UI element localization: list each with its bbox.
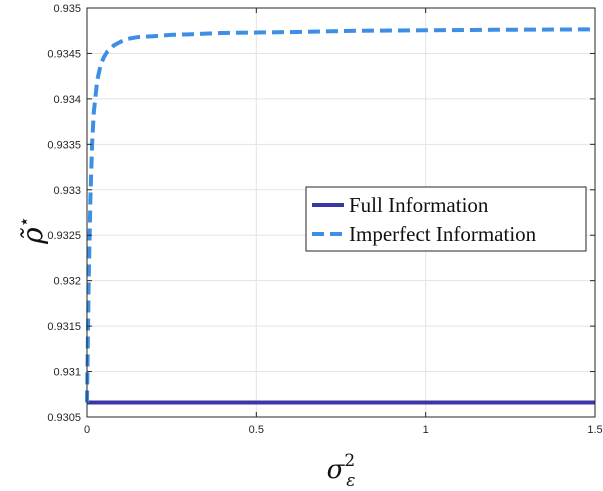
axis-ticks: 0 0.5 1 1.5 0.9305 0.931 0.9315 0.932 0.9325 0.93… <box>47 3 602 436</box>
x-axis-label-sub: ε <box>346 471 355 491</box>
y-tick-label: 0.9315 <box>47 321 81 333</box>
y-tick-label: 0.934 <box>53 94 81 106</box>
series-lines <box>85 27 596 405</box>
y-tick-label: 0.9335 <box>47 139 81 151</box>
y-tick-label: 0.9325 <box>47 230 81 242</box>
y-tick-label: 0.932 <box>53 276 81 288</box>
x-tick-label: 1.5 <box>587 424 602 436</box>
y-tick-label: 0.9345 <box>47 48 81 60</box>
legend-label-imperfect-information: Imperfect Information <box>349 222 537 246</box>
x-axis-label-main: σ <box>327 455 346 485</box>
x-tick-label: 1 <box>423 424 429 436</box>
y-axis-label-main: ρ̃ <box>16 227 49 245</box>
legend-box <box>305 186 587 252</box>
x-tick-label: 0 <box>84 424 90 436</box>
y-axis-label-sup: ⋆ <box>14 216 35 227</box>
y-tick-label: 0.931 <box>53 367 81 379</box>
x-axis-label-sup: 2 <box>344 451 355 471</box>
y-tick-label: 0.9305 <box>47 412 81 424</box>
plot-frame <box>86 7 596 418</box>
legend: Full Information Imperfect Information <box>305 186 587 252</box>
x-axis-label: σ2 ε <box>327 451 356 491</box>
series-line-imperfect-information <box>85 27 596 403</box>
y-axis-label: ρ̃⋆ <box>14 216 49 245</box>
y-tick-label: 0.933 <box>53 185 81 197</box>
x-tick-label: 0.5 <box>249 424 264 436</box>
y-tick-label: 0.935 <box>53 3 81 15</box>
legend-label-full-information: Full Information <box>349 193 489 217</box>
